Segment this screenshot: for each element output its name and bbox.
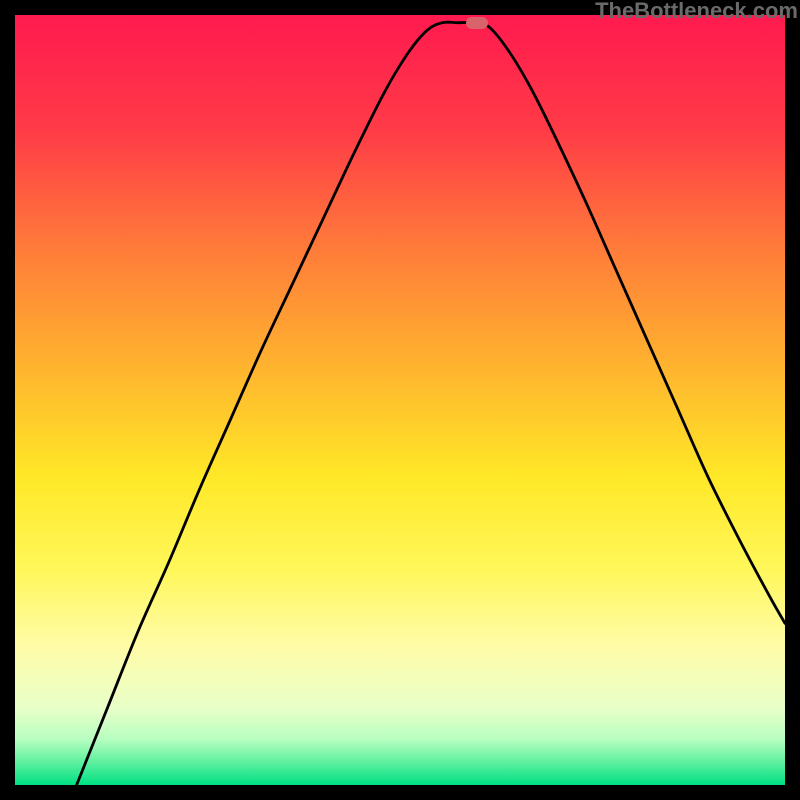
chart-frame: TheBottleneck.com xyxy=(0,0,800,800)
attribution-text: TheBottleneck.com xyxy=(595,0,798,24)
bottleneck-curve xyxy=(15,15,785,785)
plot-area xyxy=(15,15,785,785)
optimum-marker xyxy=(466,17,488,29)
